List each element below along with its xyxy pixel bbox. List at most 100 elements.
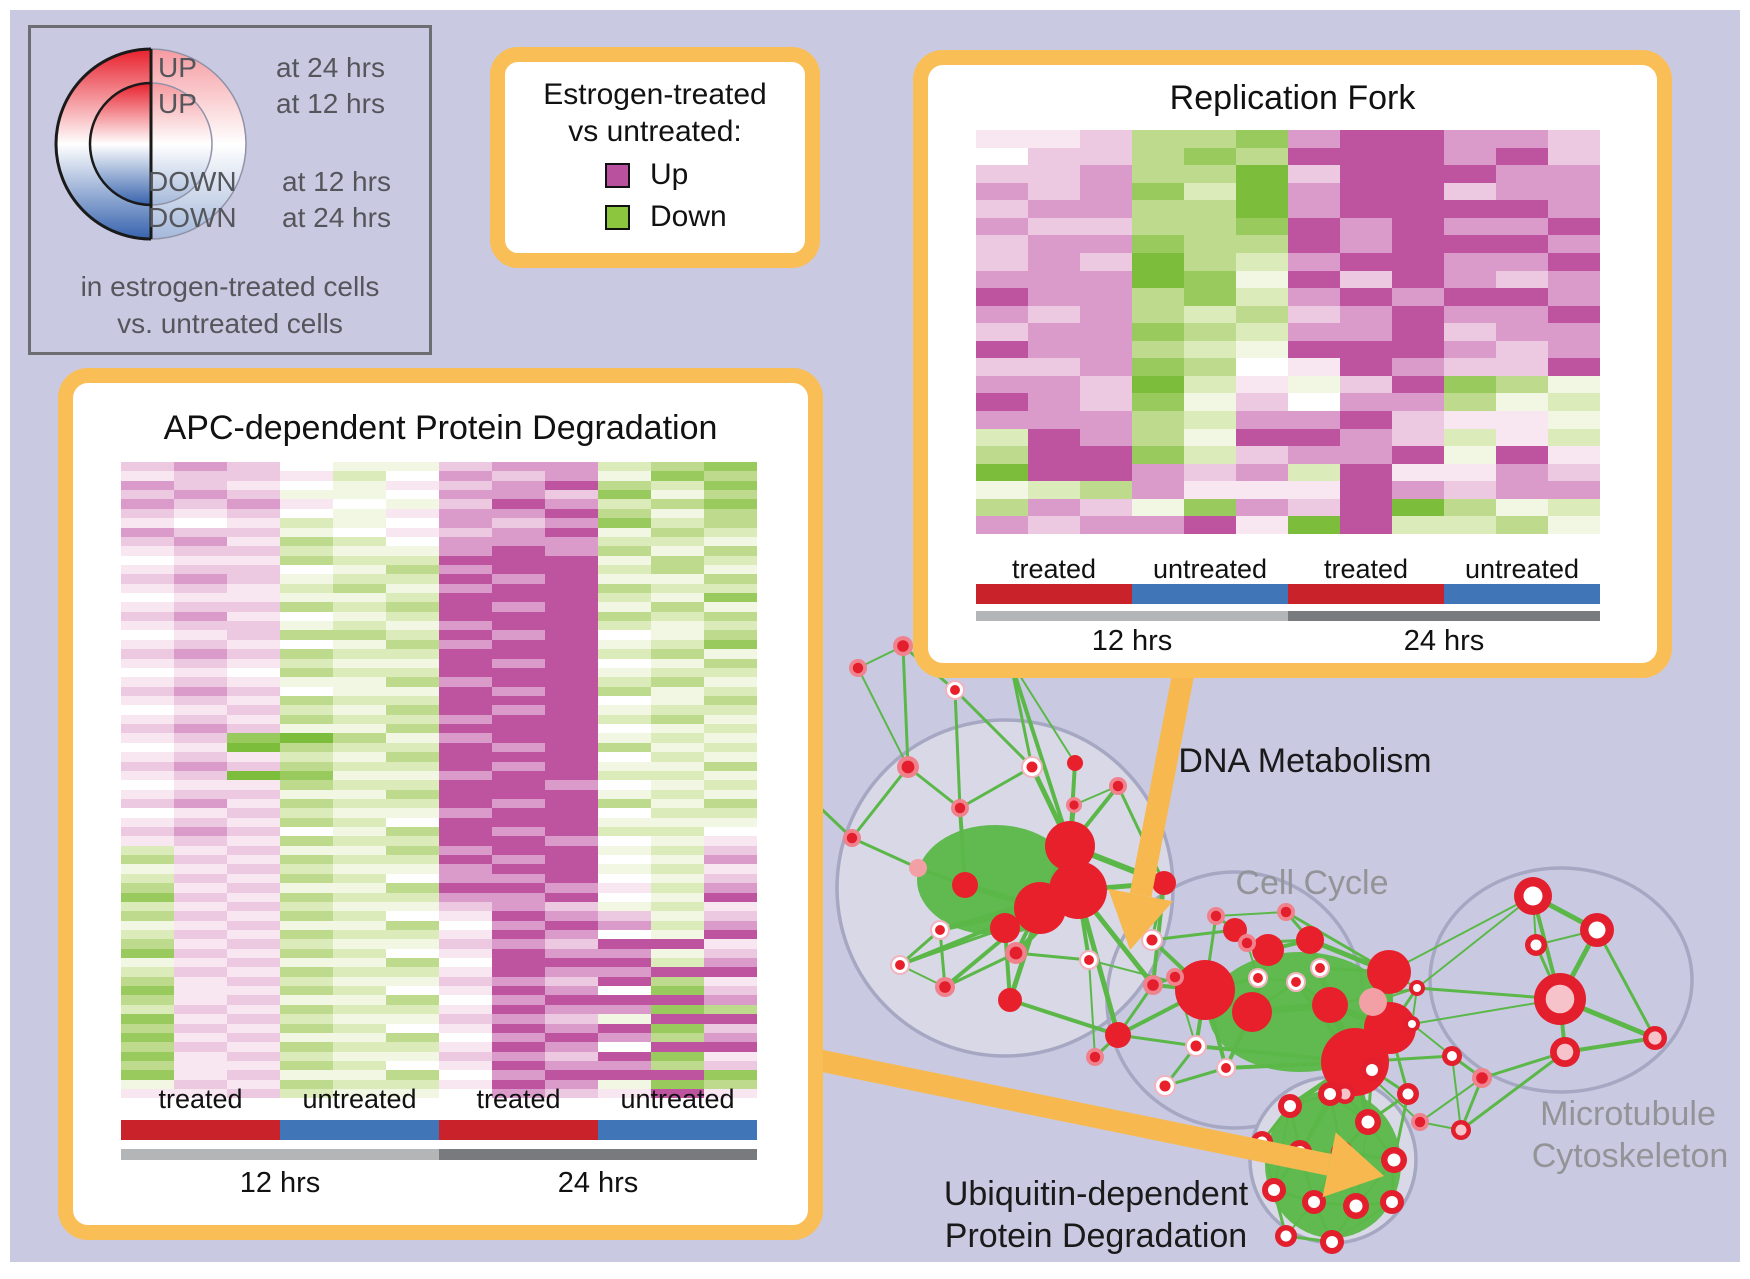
heatmap-cell (651, 1042, 704, 1052)
heatmap-cell (386, 808, 439, 818)
heatmap-cell (545, 827, 598, 837)
heatmap-cell (1028, 393, 1080, 411)
heatmap-cell (976, 323, 1028, 341)
heatmap-cell (174, 602, 227, 612)
heatmap-cell (174, 873, 227, 884)
heatmap-row (121, 892, 757, 902)
heatmap-row (121, 490, 757, 500)
gene-node-core (1336, 1146, 1348, 1158)
heatmap-cell (976, 463, 1028, 482)
heatmap-cell (1236, 305, 1288, 324)
heatmap-cell (227, 621, 280, 631)
gene-node (1014, 882, 1066, 934)
heatmap-cell (704, 611, 757, 622)
heatmap-cell (598, 770, 651, 781)
heatmap-cell (651, 1004, 704, 1015)
heatmap-cell (1132, 428, 1184, 447)
heatmap-cell (333, 892, 386, 902)
heatmap-cell (121, 602, 174, 612)
heatmap-cell (333, 490, 386, 500)
heatmap-cell (386, 855, 439, 865)
gene-node-core (935, 925, 945, 935)
heatmap-cell (1496, 182, 1548, 201)
heatmap-row (121, 658, 757, 668)
heatmap-cell (227, 1070, 280, 1080)
heatmap-cell (333, 602, 386, 612)
heatmap-cell (227, 1061, 280, 1071)
treated-bar (439, 1120, 598, 1140)
heatmap-cell (545, 518, 598, 528)
heatmap-cell (333, 845, 386, 856)
heatmap-cell (976, 165, 1028, 183)
heatmap-row (121, 873, 757, 884)
heatmap-cell (651, 471, 704, 481)
heatmap-cell (1184, 393, 1236, 411)
interaction-edge (1388, 895, 1534, 973)
heatmap-cell (1548, 217, 1600, 236)
heatmap-row (121, 1089, 757, 1099)
heatmap-cell (492, 761, 545, 771)
heatmap-cell (598, 892, 651, 902)
gene-node (1105, 1022, 1131, 1048)
heatmap-cell (492, 883, 545, 893)
heatmap-cell (121, 752, 174, 762)
heatmap-cell (333, 929, 386, 940)
heatmap-cell (492, 901, 545, 912)
heatmap-row (121, 667, 757, 678)
heatmap-cell (598, 630, 651, 640)
heatmap-cell (492, 639, 545, 650)
heatmap-cell (545, 752, 598, 762)
heatmap-cell (1236, 182, 1288, 201)
gene-node-core (1545, 984, 1575, 1014)
heatmap-cell (598, 602, 651, 612)
heatmap-cell (439, 864, 492, 874)
interaction-edge (1416, 895, 1534, 989)
heatmap-cell (598, 677, 651, 687)
condition-label: treated (1323, 553, 1409, 584)
heatmap-cell (333, 939, 386, 949)
interaction-edge (1015, 951, 1090, 962)
heatmap-cell (651, 929, 704, 940)
heatmap-cell (1444, 130, 1496, 148)
heatmap-cell (598, 1042, 651, 1052)
heatmap-cell (651, 574, 704, 584)
heatmap-cell (1548, 358, 1600, 376)
heatmap-cell (598, 789, 651, 799)
heatmap-cell (174, 686, 227, 696)
heatmap-cell (386, 1089, 439, 1099)
heatmap-cell (280, 995, 333, 1005)
heatmap-cell (492, 948, 545, 959)
legend-up-outer: UP (158, 52, 197, 83)
heatmap-cell (545, 855, 598, 865)
heatmap-row (976, 481, 1600, 499)
heatmap-cell (174, 911, 227, 921)
heatmap-cell (1028, 411, 1080, 429)
apc-time-bars (121, 1149, 757, 1160)
heatmap-cell (1132, 200, 1184, 218)
heatmap-cell (280, 808, 333, 818)
heatmap-cell (121, 986, 174, 996)
heatmap-cell (1548, 305, 1600, 324)
heatmap-cell (1028, 516, 1080, 534)
heatmap-row (976, 463, 1600, 482)
heatmap-cell (651, 480, 704, 491)
heatmap-cell (386, 462, 439, 472)
heatmap-cell (227, 1089, 280, 1099)
heatmap-cell (1496, 305, 1548, 324)
heatmap-cell (1184, 165, 1236, 183)
heatmap-cell (174, 593, 227, 603)
heatmap-cell (1444, 288, 1496, 306)
heatmap-cell (492, 536, 545, 547)
untreated-bar (280, 1120, 439, 1140)
heatmap-cell (1444, 340, 1496, 359)
heatmap-row (121, 995, 757, 1005)
heatmap-cell (280, 920, 333, 930)
heatmap-cell (1132, 323, 1184, 341)
heatmap-cell (439, 574, 492, 584)
interaction-edge (944, 951, 1017, 989)
heatmap-cell (439, 602, 492, 612)
heatmap-cell (280, 892, 333, 902)
heatmap-cell (333, 855, 386, 865)
heatmap-cell (598, 555, 651, 565)
heatmap-cell (1496, 481, 1548, 499)
